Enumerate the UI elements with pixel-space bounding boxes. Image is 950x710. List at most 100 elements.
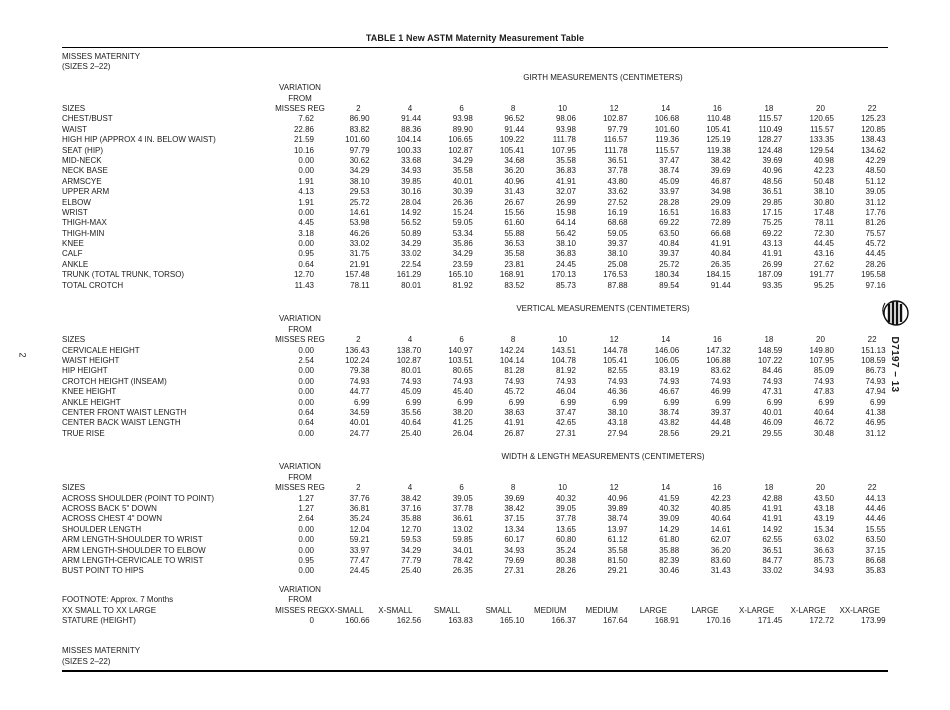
size-name: MEDIUM — [585, 605, 618, 615]
table-row: ANKLE 0.64 21.91 22.54 23.59 23.81 24.45 25.08 2… — [62, 260, 888, 270]
cell-value: 40.96 — [607, 493, 628, 503]
cell-value: 43.82 — [659, 418, 680, 428]
cell-value: 148.59 — [757, 345, 783, 355]
size-column-header: 22 — [867, 335, 877, 345]
cell-value: 106.65 — [448, 135, 473, 145]
cell-value: 160.66 — [345, 615, 370, 625]
cell-value: 24.45 — [555, 259, 576, 269]
column-spacer — [62, 83, 240, 93]
cell-value: 22.54 — [401, 259, 422, 269]
table-row: SEAT (HIP) 10.16 97.79 100.33 102.87 105.41 10… — [62, 146, 888, 156]
cell-value: 61.80 — [659, 535, 680, 545]
cell-value: 74.93 — [555, 376, 576, 386]
cell-value: 138.43 — [861, 135, 886, 145]
cell-value: 36.61 — [452, 514, 473, 524]
cell-value: 38.20 — [452, 407, 473, 417]
cell-value: 74.93 — [452, 376, 473, 386]
variation-value: 0.00 — [298, 545, 314, 555]
cell-value: 6.99 — [405, 397, 422, 407]
cell-value: 100.33 — [396, 145, 422, 155]
variation-value: 0.95 — [298, 249, 314, 259]
cell-value: 47.83 — [813, 387, 834, 397]
size-column-header: 2 — [356, 103, 361, 113]
cell-value: 144.78 — [603, 345, 628, 355]
category-label-bottom: MISSES MATERNITY (SIZES 2–22) — [62, 646, 888, 667]
cell-value: 80.65 — [452, 366, 473, 376]
cell-value: 39.37 — [710, 407, 731, 417]
cell-value: 13.65 — [555, 524, 576, 534]
cell-value: 46.67 — [659, 387, 680, 397]
cell-value: 104.14 — [499, 355, 525, 365]
cell-value: 101.60 — [654, 124, 680, 134]
variation-value: 0.00 — [298, 376, 314, 386]
table-row: TOTAL CROTCH 11.43 78.11 80.01 81.92 83.52 85.… — [62, 281, 888, 291]
cell-value: 28.04 — [401, 197, 422, 207]
table-row: ARM LENGTH-CERVICALE TO WRIST 0.95 77.47 77… — [62, 556, 888, 566]
cell-value: 115.57 — [758, 114, 783, 124]
cell-value: 133.35 — [809, 135, 834, 145]
cell-value: 59.21 — [349, 535, 370, 545]
cell-value: 63.02 — [813, 535, 834, 545]
cell-value: 124.48 — [757, 145, 783, 155]
cell-value: 34.01 — [452, 545, 473, 555]
cell-value: 91.44 — [710, 280, 731, 290]
table-row: CROTCH HEIGHT (INSEAM) 0.00 74.93 74.93 74.9… — [62, 377, 888, 387]
size-column-header: 12 — [609, 103, 619, 113]
column-spacer — [62, 314, 240, 324]
cell-value: 35.58 — [607, 545, 628, 555]
cell-value: 74.93 — [401, 376, 422, 386]
cell-value: 72.30 — [813, 228, 834, 238]
cell-value: 55.88 — [504, 228, 525, 238]
cell-value: 37.15 — [504, 514, 525, 524]
cell-value: 40.64 — [401, 418, 422, 428]
cell-value: 39.69 — [762, 155, 783, 165]
cell-value: 29.85 — [762, 197, 783, 207]
cell-value: 75.57 — [865, 228, 886, 238]
cell-value: 27.94 — [607, 428, 628, 438]
cell-value: 40.98 — [813, 155, 834, 165]
cell-value: 39.37 — [659, 249, 680, 259]
size-column-header: 16 — [712, 335, 722, 345]
table-row: CENTER FRONT WAIST LENGTH 0.64 34.59 35.56 3… — [62, 408, 888, 418]
size-column-header: 20 — [816, 335, 825, 345]
cell-value: 25.08 — [607, 259, 628, 269]
cell-value: 165.10 — [448, 270, 473, 280]
table-row: SHOULDER LENGTH 0.00 12.04 12.70 13.02 13.34 1… — [62, 525, 888, 535]
cell-value: 30.48 — [813, 428, 834, 438]
cell-value: 172.72 — [809, 615, 834, 625]
cell-value: 14.61 — [349, 207, 370, 217]
table-row: HIP HEIGHT 0.00 79.38 80.01 80.65 81.28 81.92 8… — [62, 366, 888, 376]
row-label: CROTCH HEIGHT (INSEAM) — [62, 376, 167, 386]
cell-value: 26.99 — [555, 197, 576, 207]
cell-value: 30.46 — [659, 566, 680, 576]
cell-value: 6.99 — [457, 397, 473, 407]
sizes-header-label: SIZES — [62, 103, 86, 113]
cell-value: 31.43 — [710, 566, 731, 576]
footnote-note-row: FOOTNOTE: Approx. 7 Months FROM — [62, 595, 888, 605]
cell-value: 35.88 — [659, 545, 680, 555]
cell-value: 40.01 — [349, 418, 370, 428]
cell-value: 38.42 — [504, 504, 525, 514]
cell-value: 85.73 — [555, 280, 576, 290]
cell-value: 35.24 — [555, 545, 576, 555]
size-column-header: 8 — [510, 335, 516, 345]
row-label: CERVICALE HEIGHT — [62, 345, 140, 355]
variation-value: 0.00 — [298, 207, 314, 217]
cell-value: 34.68 — [504, 155, 525, 165]
size-column-header: 10 — [558, 103, 567, 113]
cell-value: 157.48 — [345, 270, 370, 280]
cell-value: 34.93 — [813, 566, 834, 576]
footnote-label: FOOTNOTE: Approx. 7 Months — [62, 595, 174, 605]
cell-value: 85.09 — [813, 366, 834, 376]
cell-value: 191.77 — [809, 270, 834, 280]
cell-value: 27.31 — [504, 566, 525, 576]
cell-value: 29.53 — [349, 187, 370, 197]
cell-value: 97.79 — [349, 145, 370, 155]
variation-value: 2.64 — [298, 514, 314, 524]
cell-value: 25.72 — [349, 197, 370, 207]
variation-value: 0.00 — [298, 345, 314, 355]
cell-value: 35.56 — [401, 407, 422, 417]
doc-reference: D7197 − 13 — [878, 280, 912, 410]
cell-value: 45.72 — [504, 387, 525, 397]
variation-value: 0.64 — [298, 418, 314, 428]
